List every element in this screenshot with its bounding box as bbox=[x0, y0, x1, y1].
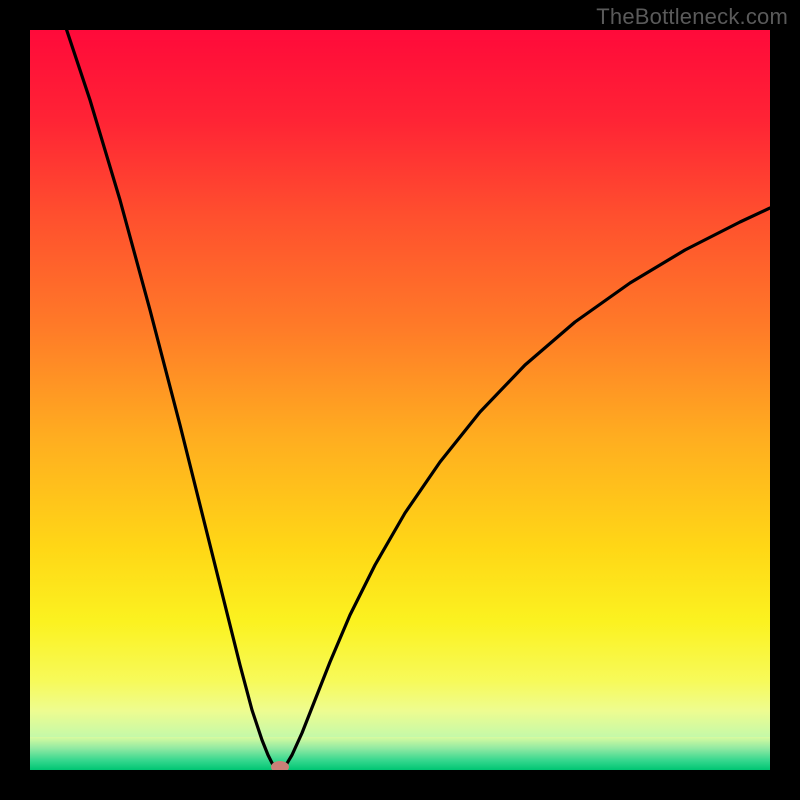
watermark-text: TheBottleneck.com bbox=[596, 4, 788, 30]
bottleneck-curve bbox=[30, 30, 770, 770]
plot-area bbox=[30, 30, 770, 770]
curve-polyline bbox=[60, 30, 770, 770]
minimum-marker bbox=[271, 761, 289, 770]
